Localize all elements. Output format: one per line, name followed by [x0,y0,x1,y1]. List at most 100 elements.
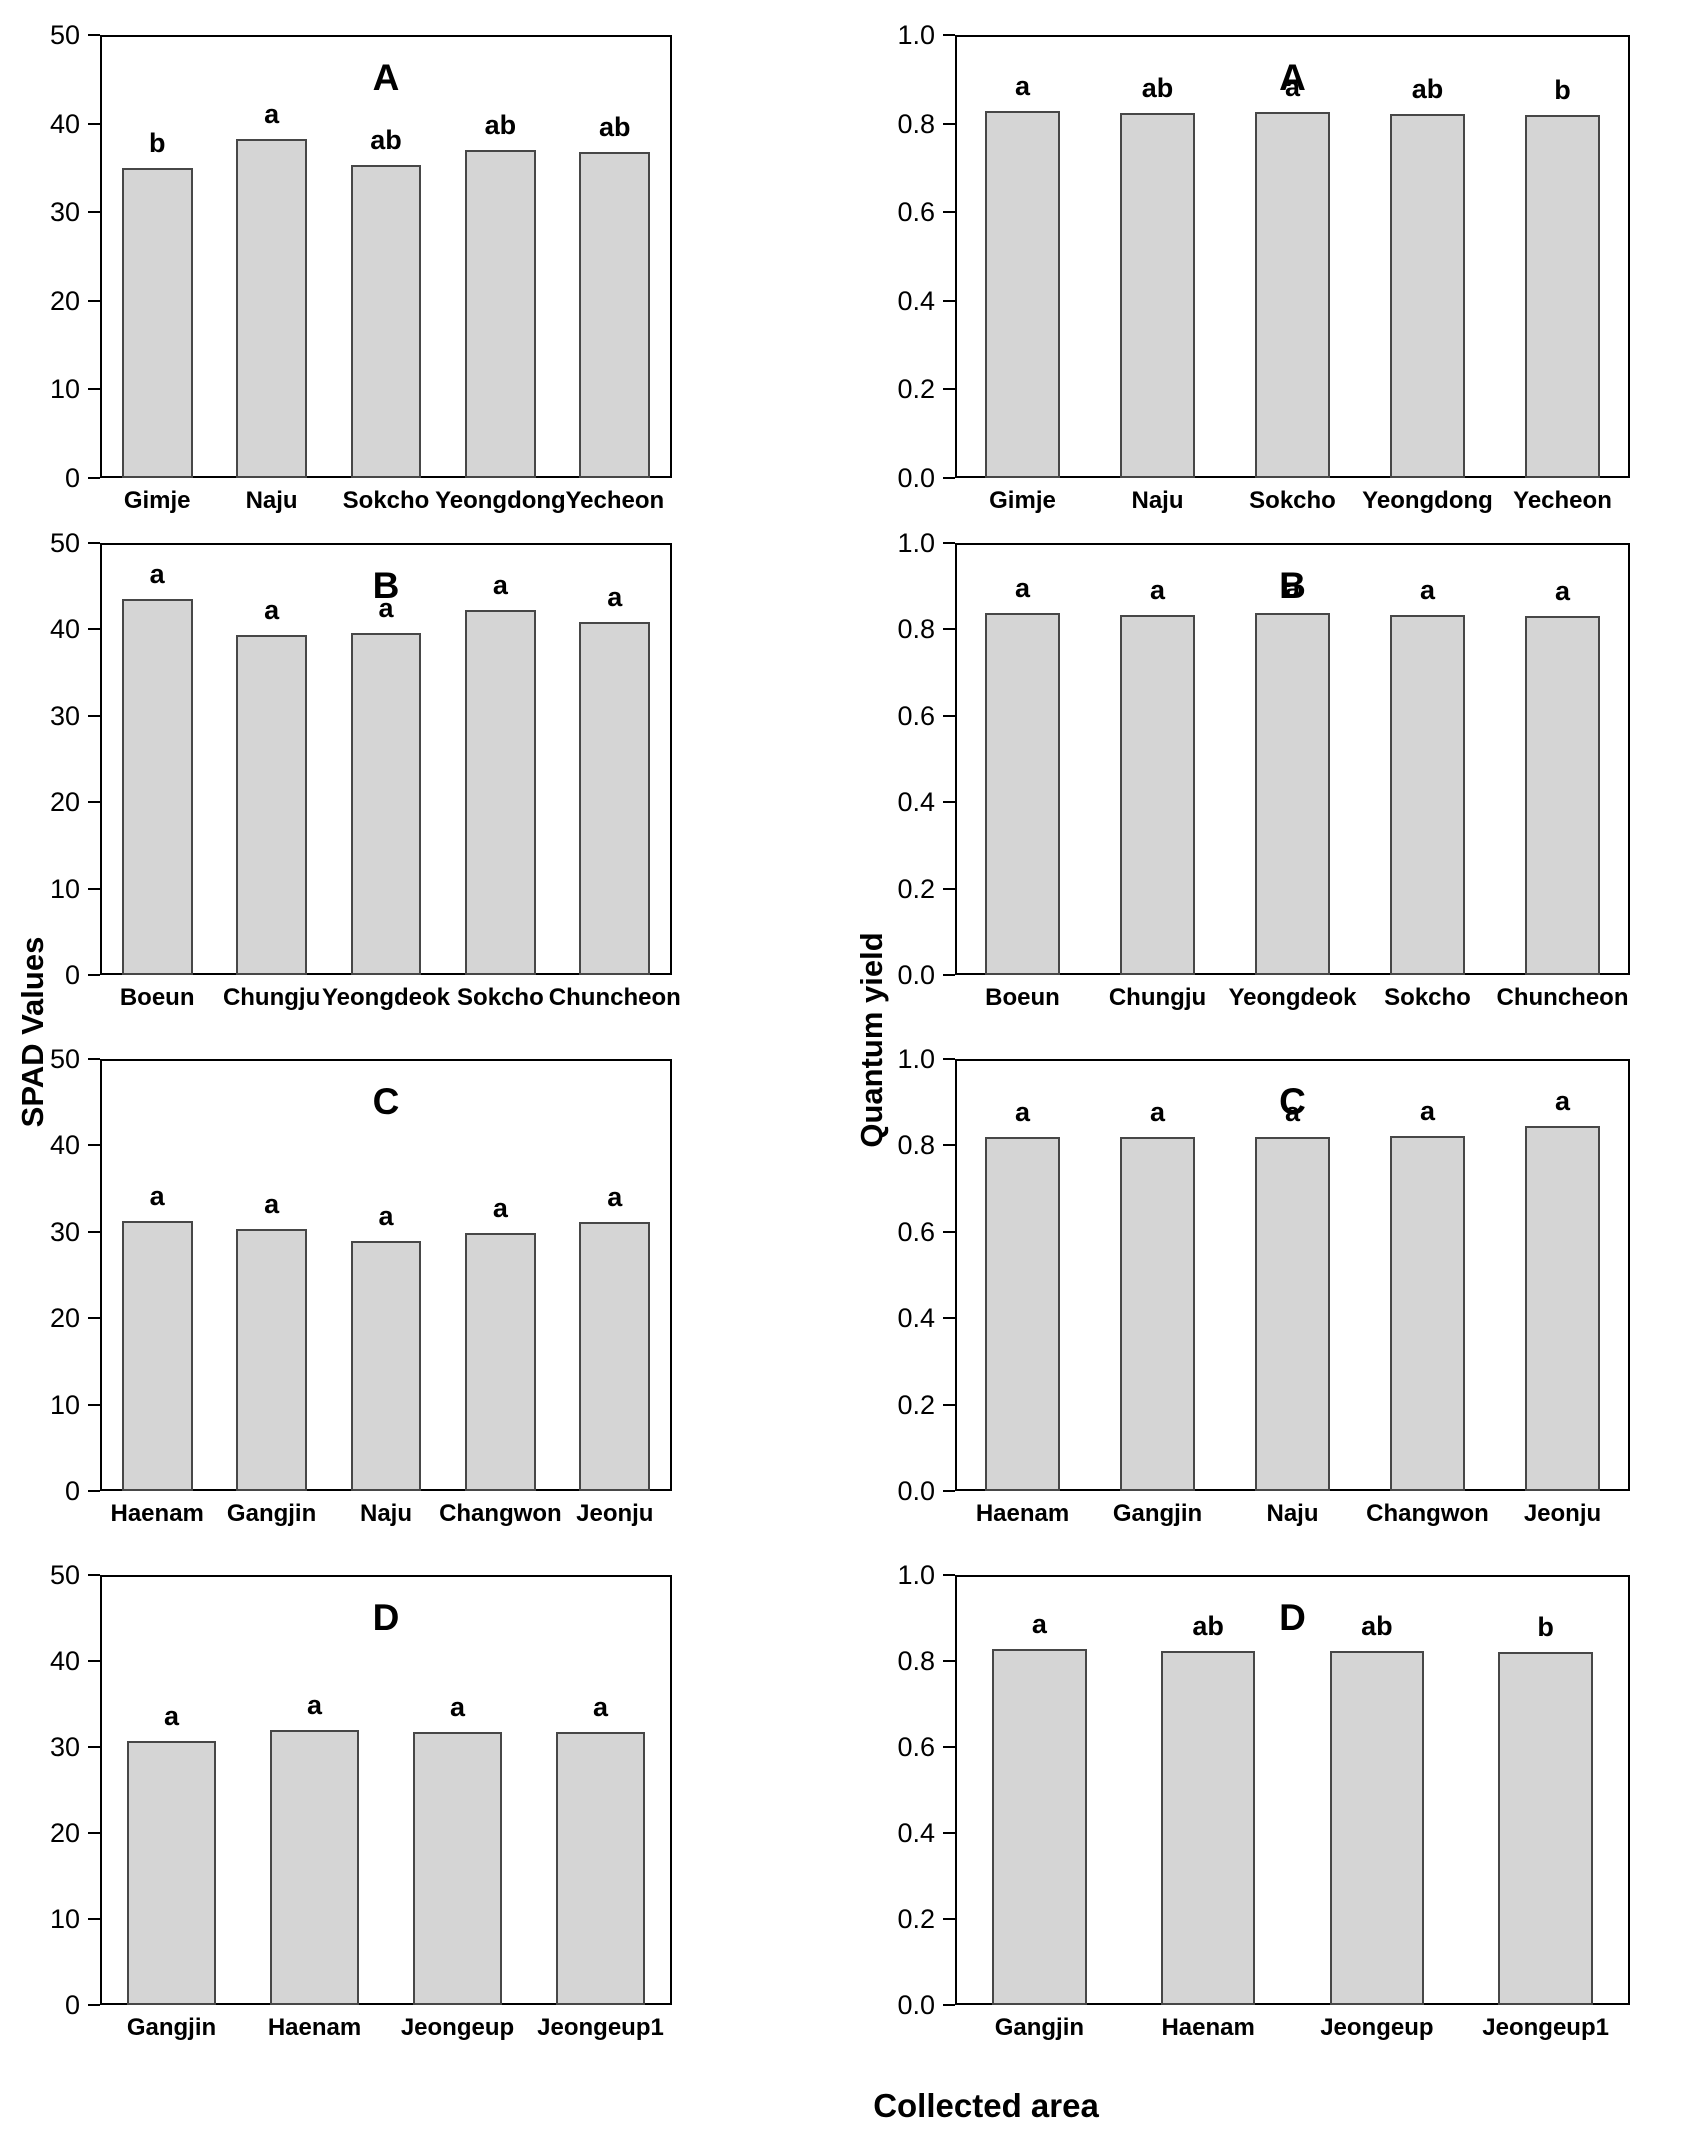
sig-letter: b [1554,75,1571,106]
x-category-label: Haenam [110,1500,204,1527]
y-tick-label: 40 [49,1646,80,1676]
bar-yeongdeok [350,632,422,975]
y-tick-label: 0.6 [897,1216,935,1247]
y-tick-label: 40 [49,108,80,139]
sig-letter: a [163,1700,180,1731]
y-tick-label: 0.6 [897,1732,935,1762]
sig-letter: ab [599,111,631,142]
panel-letter-c: C [372,1081,400,1122]
y-tick-mark [88,1574,100,1576]
y-tick-label: 50 [49,1560,80,1590]
sig-letter: ab [370,125,402,156]
sig-letter: ab [1361,1611,1393,1642]
y-tick-label: 0 [64,1990,80,2020]
bar-jeongeup [413,1732,502,2005]
y-tick-mark [943,1574,955,1576]
y-tick-mark [943,34,955,36]
x-category-label: Naju [245,487,298,514]
sig-letter: a [607,581,623,612]
y-tick-mark [88,388,100,391]
y-tick-mark [88,1317,100,1320]
panel-letter-b: B [372,565,400,606]
bar-sokcho [1389,614,1466,975]
y-tick-label: 0.0 [897,1476,935,1506]
y-tick-mark [943,1660,955,1662]
x-category-label: Sokcho [1384,984,1471,1011]
sig-letter: a [264,98,280,129]
x-category-label: Changwon [1366,1500,1489,1527]
y-tick-label: 10 [49,1389,80,1420]
x-category-label: Jeonju [576,1500,654,1527]
x-category-label: Sokcho [342,487,430,514]
x-category-label: Haenam [1161,2014,1255,2041]
sig-letter: a [1014,573,1031,604]
x-category-label: Chuncheon [548,984,681,1011]
bar-sokcho [350,165,422,478]
y-tick-mark [943,1490,955,1492]
y-tick-label: 0.8 [897,614,935,645]
y-tick-label: 0.6 [897,700,935,731]
sig-letter: a [306,1689,323,1720]
y-tick-mark [88,2004,100,2006]
bar-gangjin [992,1649,1087,2005]
y-tick-mark [943,477,955,479]
bar-haenam [270,1729,359,2005]
y-tick-label: 0.2 [897,1389,935,1420]
bar-boeun [984,613,1061,975]
y-tick-mark [88,34,100,36]
y-tick-mark [88,122,100,125]
x-category-label: Naju [1266,1500,1319,1527]
y-tick-mark [943,1403,955,1406]
bar-jeongeup1 [556,1732,645,2005]
bar-jeongeup [1329,1651,1425,2005]
x-category-label: Sokcho [457,984,544,1011]
x-category-label: Gangjin [994,2014,1085,2041]
y-tick-label: 1.0 [897,1560,935,1590]
y-tick-mark [943,714,955,717]
y-tick-mark [943,1058,955,1060]
sig-letter: a [1284,71,1301,102]
x-category-label: Boeun [119,984,195,1011]
y-tick-mark [88,1746,100,1748]
bar-yecheon [579,151,651,478]
y-tick-label: 30 [49,197,80,228]
y-tick-label: 20 [49,1303,80,1334]
y-tick-label: 1.0 [897,1044,935,1074]
y-tick-mark [943,1317,955,1320]
sig-letter: a [607,1182,623,1213]
y-tick-label: 1.0 [897,528,935,558]
x-category-label: Haenam [975,1500,1070,1527]
x-category-label: Boeun [985,984,1060,1011]
y-tick-label: 0.0 [897,463,935,493]
y-tick-mark [943,299,955,302]
y-tick-mark [943,801,955,804]
y-tick-mark [88,1230,100,1233]
x-category-label: Yecheon [1513,487,1612,514]
y-tick-mark [943,211,955,214]
y-tick-label: 0.8 [897,1130,935,1161]
sig-letter: a [1419,1095,1436,1126]
bar-yeongdong [1389,113,1466,478]
sig-letter: a [378,1201,394,1232]
sig-letter: b [1537,1612,1554,1643]
y-tick-label: 0.4 [897,285,935,316]
y-tick-mark [943,974,955,976]
y-tick-mark [88,211,100,214]
y-tick-mark [943,2004,955,2006]
y-tick-mark [943,388,955,391]
x-category-label: Naju [359,1500,412,1527]
sig-letter: a [449,1692,466,1723]
panel-letter-d: D [1279,1597,1306,1638]
x-category-label: Jeongeup1 [537,2014,664,2041]
sig-letter: a [1014,1096,1031,1127]
sig-letter: a [264,1189,280,1220]
x-category-label: Haenam [267,2014,362,2041]
x-category-label: Jeongeup [1320,2014,1434,2041]
y-tick-label: 0.2 [897,1904,935,1934]
y-tick-label: 0.0 [897,960,935,990]
y-tick-label: 0 [64,1476,80,1506]
x-category-label: Changwon [439,1500,562,1527]
y-tick-mark [88,714,100,717]
sig-letter: a [149,559,165,590]
